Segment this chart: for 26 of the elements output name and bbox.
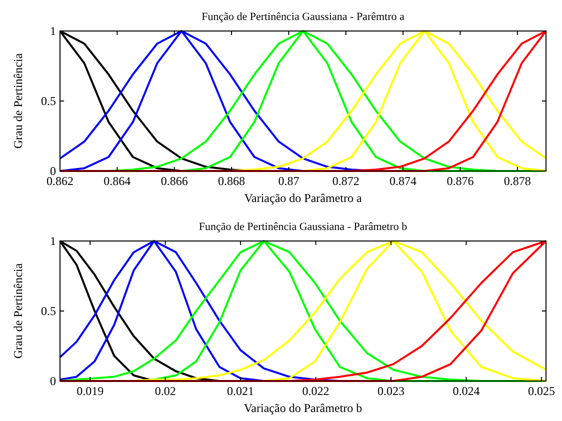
chart-title: Função de Pertinência Gaussiana - Parâmetro b — [198, 221, 408, 233]
x-axis-title: Variação do Parâmetro b — [244, 401, 362, 415]
x-tick-label: 0.02 — [154, 384, 176, 398]
x-tick-label: 0.019 — [76, 384, 104, 398]
y-tick-label: 0.5 — [41, 304, 56, 318]
x-tick-label: 0.021 — [227, 384, 254, 398]
x-tick-label: 0.023 — [378, 384, 405, 398]
x-tick-label: 0.024 — [452, 384, 480, 398]
x-tick-label: 0.022 — [302, 384, 330, 398]
y-axis-title: Grau de Pertinência — [11, 262, 25, 359]
x-axis-title: Variação do Parâmetro a — [244, 191, 362, 205]
y-axis-title: Grau de Pertinência — [11, 52, 25, 149]
chart-title: Função de Pertinência Gaussiana - Parêmtro a — [202, 11, 405, 23]
y-tick-label: 1 — [50, 24, 56, 38]
x-tick-label: 0.876 — [446, 174, 474, 188]
x-tick-label: 0.864 — [104, 174, 131, 188]
y-tick-label: 0.5 — [41, 94, 56, 108]
y-tick-label: 0 — [50, 374, 56, 388]
y-tick-label: 1 — [50, 234, 56, 248]
x-tick-label: 0.878 — [504, 174, 531, 188]
x-tick-label: 0.874 — [390, 174, 417, 188]
x-tick-label: 0.866 — [160, 174, 188, 188]
x-tick-label: 0.868 — [218, 174, 246, 188]
x-tick-label: 0.872 — [332, 174, 360, 188]
x-tick-label: 0.025 — [528, 384, 555, 398]
x-tick-label: 0.87 — [278, 174, 300, 188]
